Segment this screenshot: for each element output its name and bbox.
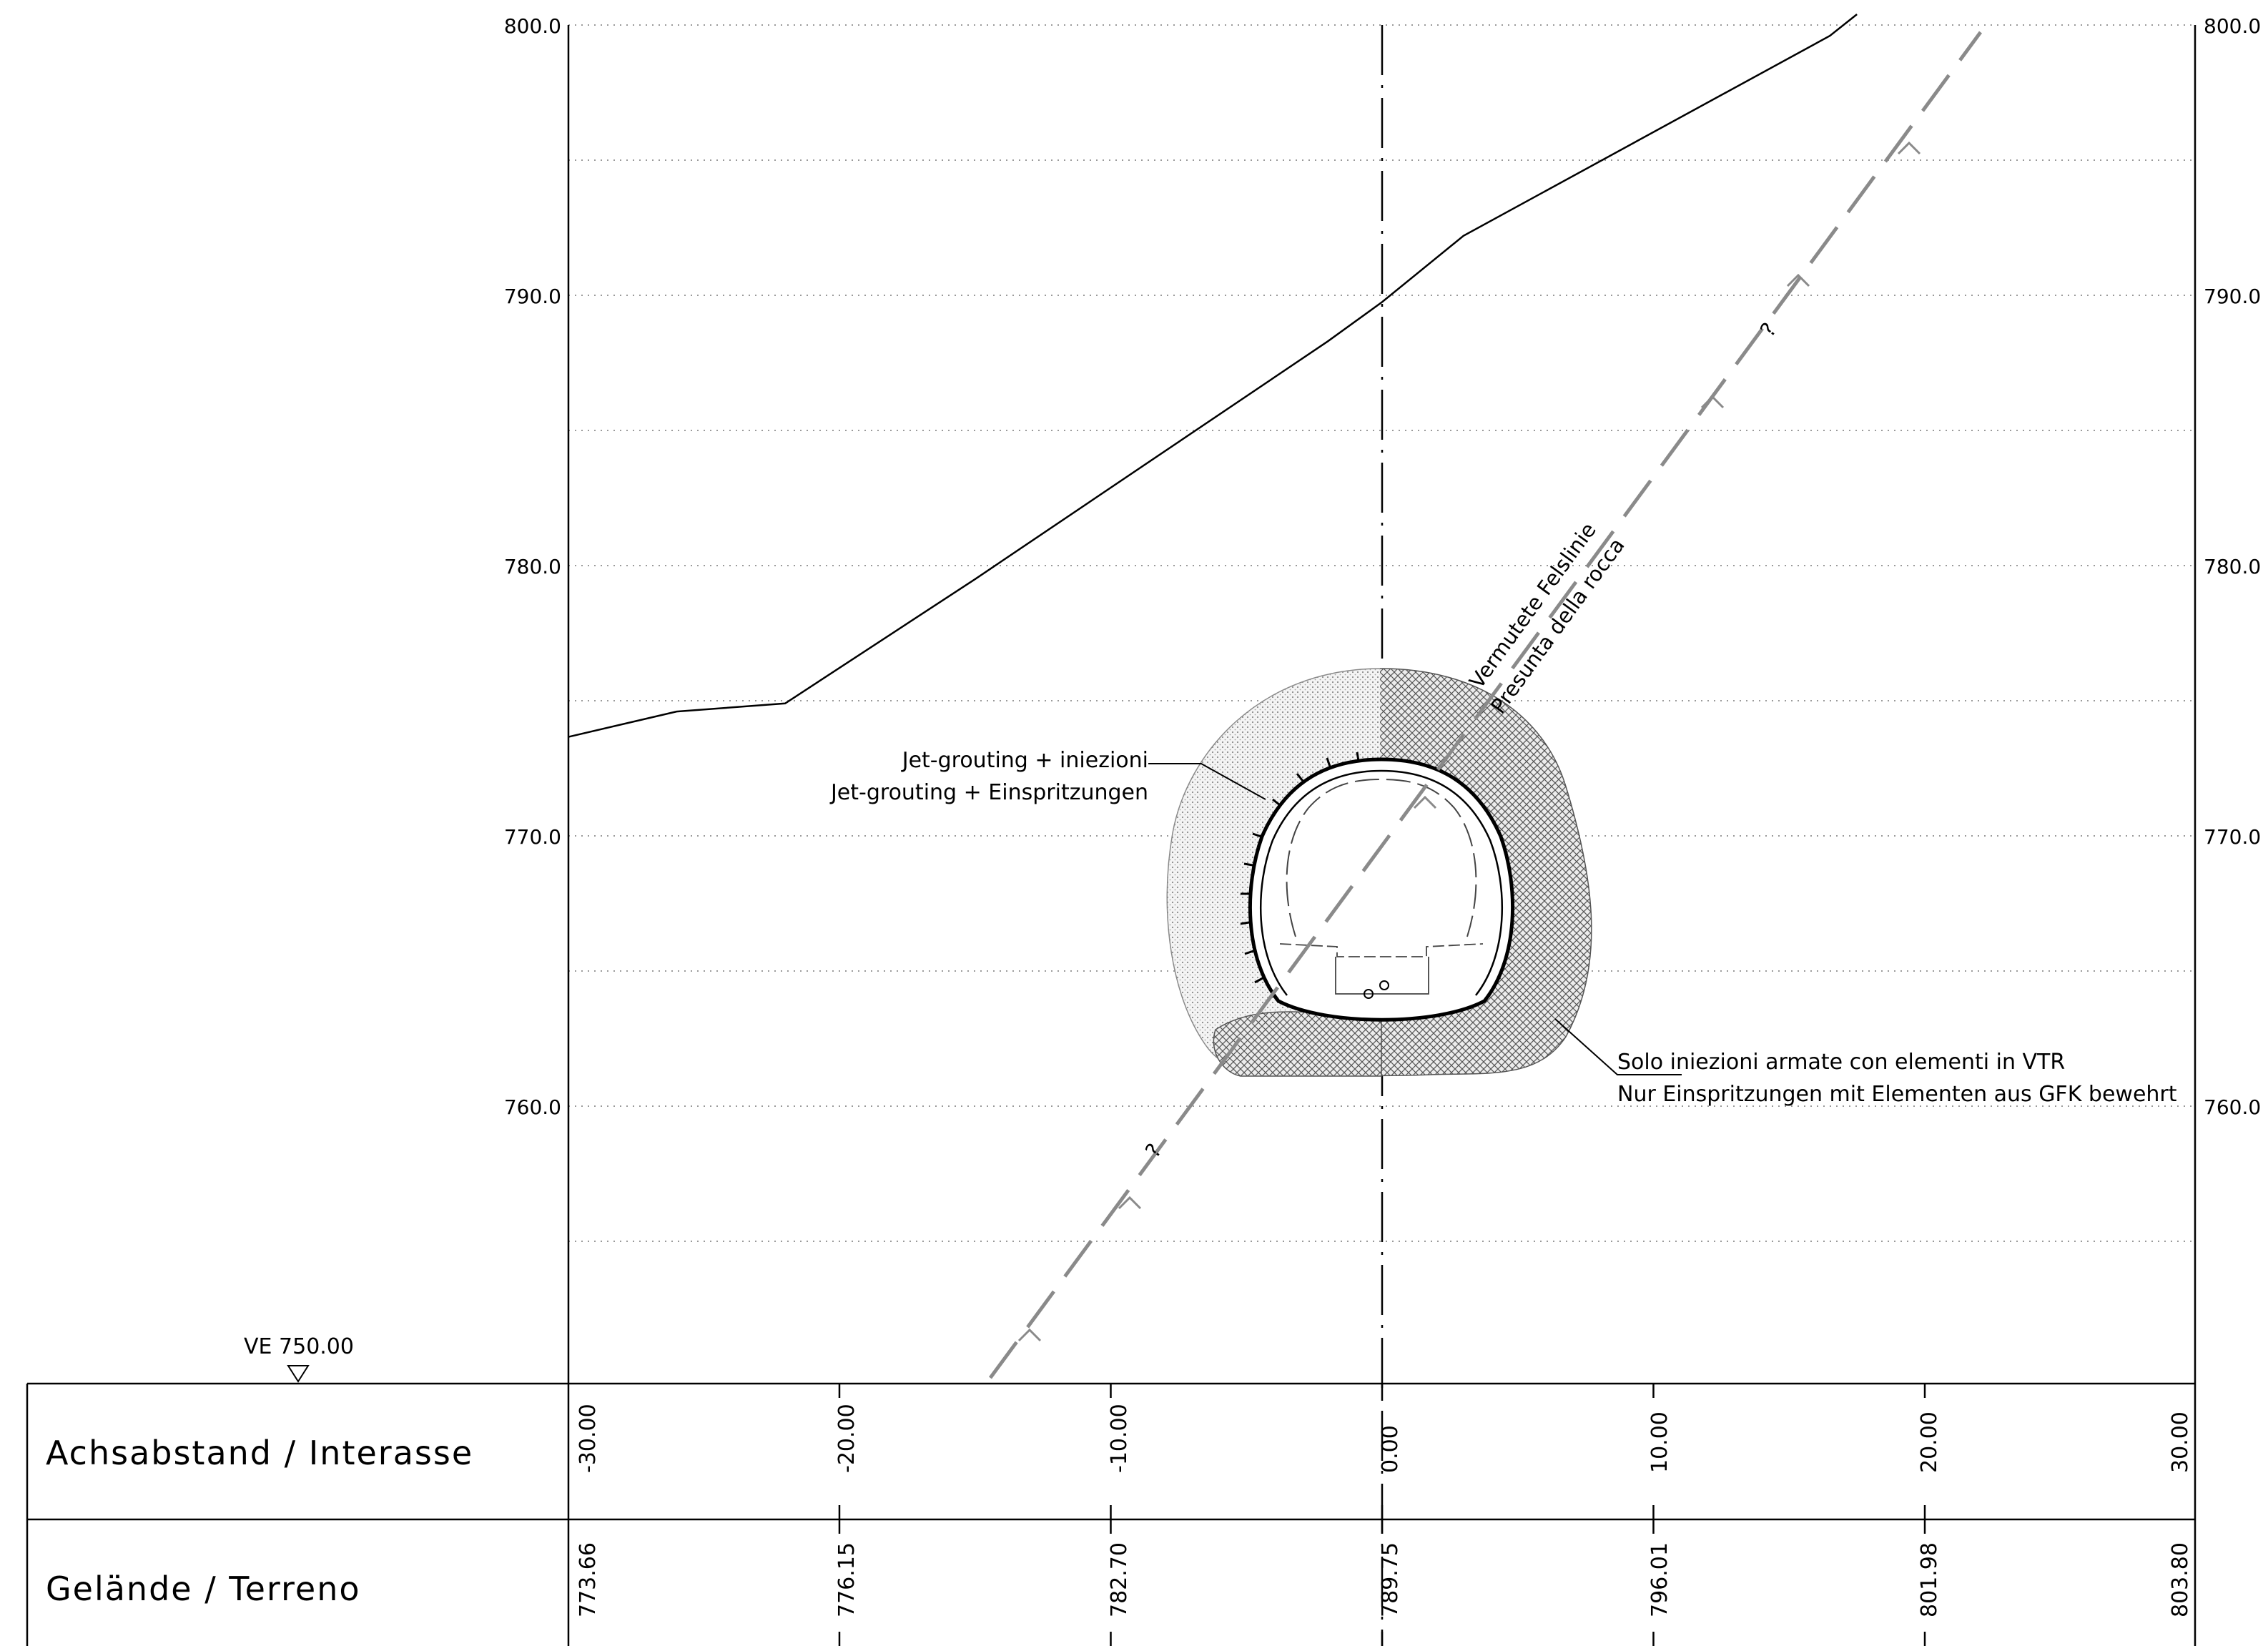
- terrain-value: 773.66: [576, 1542, 601, 1617]
- elevation-grid: [568, 24, 2195, 1242]
- jet-grouting-leader: [1148, 763, 1266, 800]
- tunnel-excavation-outline: [1248, 757, 1515, 1022]
- right-elevation-labels: 800.0 790.0 780.0 770.0 760.0: [2204, 14, 2261, 1119]
- rock-line-break-marks: [1017, 141, 1921, 1342]
- injection-note-de: Nur Einspritzungen mit Elementen aus GFK…: [1617, 1082, 2177, 1107]
- rock-bolt-ticks: [1240, 751, 1360, 984]
- tunnel-roadway-edge: [1279, 943, 1484, 957]
- terrain-profile-line: [568, 14, 1858, 738]
- terrain-value: 789.75: [1378, 1542, 1403, 1617]
- drainage-pipe-icon: [1364, 989, 1374, 999]
- band-title-terrain: Gelände / Terreno: [46, 1569, 361, 1608]
- elevation-label: 760.0: [504, 1095, 561, 1119]
- terrain-value: 782.70: [1107, 1542, 1132, 1617]
- elevation-label: 780.0: [2204, 555, 2261, 578]
- tunnel-drainage-box: [1335, 957, 1429, 995]
- offset-value: 30.00: [2168, 1411, 2193, 1473]
- elevation-label: 790.0: [504, 285, 561, 308]
- tunnel-section: [1240, 751, 1515, 1022]
- drainage-pipe-icon: [1379, 980, 1389, 990]
- offset-value: 20.00: [1917, 1411, 1942, 1473]
- offset-values: -30.00 -20.00 -10.00 0.00 10.00 20.00 30…: [576, 1404, 2193, 1473]
- tunnel-lining-inner: [1259, 769, 1504, 996]
- uncertainty-mark: ?: [1755, 318, 1782, 341]
- injection-leader: [1554, 1018, 1682, 1075]
- terrain-value: 796.01: [1647, 1542, 1672, 1617]
- profile-band-table: Achsabstand / Interasse Gelände / Terren…: [26, 1382, 2195, 1646]
- jet-grouting-note-it: Jet-grouting + iniezioni: [901, 748, 1148, 773]
- offset-value: -30.00: [576, 1404, 601, 1473]
- injection-note-it: Solo iniezioni armate con elementi in VT…: [1617, 1050, 2065, 1075]
- elevation-label: 800.0: [504, 14, 561, 38]
- terrain-value: 803.80: [2168, 1542, 2193, 1617]
- presumed-rock-line: [988, 31, 1983, 1379]
- elevation-label: 770.0: [504, 825, 561, 849]
- offset-value: -20.00: [834, 1404, 859, 1473]
- left-elevation-labels: 800.0 790.0 780.0 770.0 760.0: [504, 14, 561, 1119]
- offset-value: 0.00: [1378, 1425, 1403, 1473]
- injection-zone-invert: [1213, 1011, 1382, 1077]
- jet-grouting-note-de: Jet-grouting + Einspritzungen: [829, 780, 1148, 805]
- elevation-label: 760.0: [2204, 1095, 2261, 1119]
- reference-level-label: VE 750.00: [244, 1334, 354, 1359]
- terrain-values: 773.66 776.15 782.70 789.75 796.01 801.9…: [576, 1542, 2193, 1617]
- terrain-value: 776.15: [834, 1542, 859, 1617]
- terrain-value: 801.98: [1917, 1542, 1942, 1617]
- offset-value: 10.00: [1647, 1411, 1672, 1473]
- elevation-label: 780.0: [504, 555, 561, 578]
- elevation-label: 790.0: [2204, 285, 2261, 308]
- reference-level-triangle-icon: [287, 1365, 310, 1383]
- band-title-offset: Achsabstand / Interasse: [46, 1434, 473, 1472]
- elevation-label: 770.0: [2204, 825, 2261, 849]
- offset-value: -10.00: [1107, 1404, 1132, 1473]
- elevation-label: 800.0: [2204, 14, 2261, 38]
- band-ticks: [838, 1384, 1926, 1646]
